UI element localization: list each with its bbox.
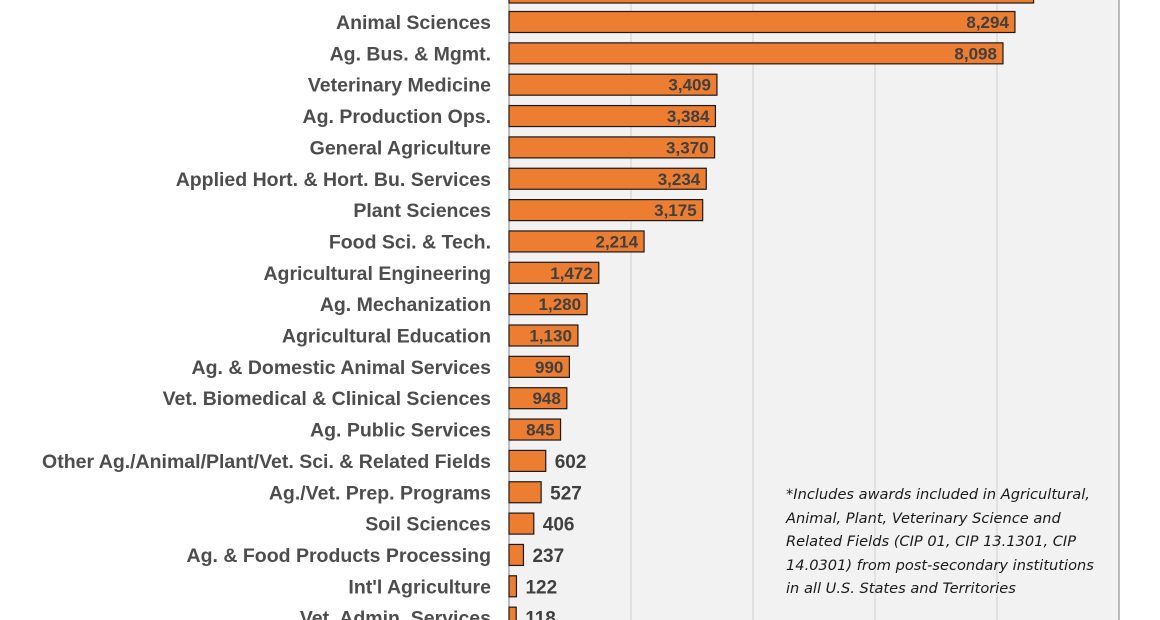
bar (508, 10, 1016, 34)
category-label: Ag. Mechanization (320, 294, 491, 316)
data-label: 990 (535, 358, 563, 377)
category-label: Ag. & Domestic Animal Services (192, 357, 492, 379)
bar (508, 293, 588, 316)
data-label: 3,370 (666, 138, 709, 157)
data-label: 122 (525, 577, 557, 598)
bar (508, 575, 518, 598)
bar (508, 387, 568, 410)
category-label: Soil Sciences (365, 514, 491, 536)
data-label: 527 (550, 483, 582, 504)
bar-partial-top (508, 0, 1035, 4)
data-label: 406 (543, 515, 575, 536)
bar (508, 418, 562, 441)
bar (508, 199, 704, 222)
bar (508, 449, 547, 472)
category-label: Agricultural Education (282, 326, 491, 348)
bar (508, 261, 600, 284)
data-label: 118 (525, 609, 556, 620)
footnote: *Includes awards included in Agricultura… (786, 486, 1094, 597)
data-label: 3,384 (667, 107, 710, 126)
category-label: Ag. & Food Products Processing (187, 545, 491, 567)
category-label: Animal Sciences (336, 12, 491, 34)
plot-area (509, 0, 1119, 620)
category-label: Int'l Agriculture (348, 576, 491, 598)
bar (508, 73, 718, 96)
category-label: General Agriculture (310, 137, 491, 159)
data-label: 948 (532, 389, 560, 408)
category-label: Ag. Bus. & Mgmt. (330, 43, 491, 65)
data-label: 1,280 (539, 295, 582, 314)
category-label: Food Sci. & Tech. (329, 231, 491, 253)
data-label: 2,214 (596, 232, 639, 251)
bar (508, 606, 517, 620)
bar (508, 324, 579, 347)
category-label: Ag. Production Ops. (303, 106, 492, 128)
data-label: 8,098 (954, 44, 997, 63)
bar (508, 136, 716, 159)
bar (508, 230, 645, 253)
category-label: Vet. Admin. Services (300, 608, 491, 620)
category-label: Plant Sciences (353, 200, 491, 222)
data-label: 3,409 (668, 76, 711, 95)
category-label: Ag./Vet. Prep. Programs (269, 482, 491, 504)
category-label: Veterinary Medicine (308, 75, 491, 97)
data-label: 602 (555, 452, 587, 473)
category-label: Other Ag./Animal/Plant/Vet. Sci. & Relat… (42, 451, 491, 473)
bar (508, 42, 1004, 65)
category-label: Ag. Public Services (310, 420, 491, 442)
data-label: 3,175 (654, 201, 697, 220)
category-label: Agricultural Engineering (263, 263, 491, 285)
data-label: 237 (532, 546, 564, 567)
data-label: 845 (526, 421, 554, 440)
bar (508, 104, 717, 128)
category-label: Applied Hort. & Hort. Bu. Services (176, 169, 491, 191)
bar (508, 543, 525, 567)
category-label: Vet. Biomedical & Clinical Sciences (163, 388, 492, 410)
bar (508, 167, 707, 190)
bar (508, 512, 535, 535)
data-label: 3,234 (658, 170, 701, 189)
data-label: 8,294 (966, 13, 1009, 32)
data-label: 1,130 (529, 327, 572, 346)
bar (508, 481, 542, 504)
bar (508, 355, 570, 378)
data-label: 1,472 (550, 264, 593, 283)
